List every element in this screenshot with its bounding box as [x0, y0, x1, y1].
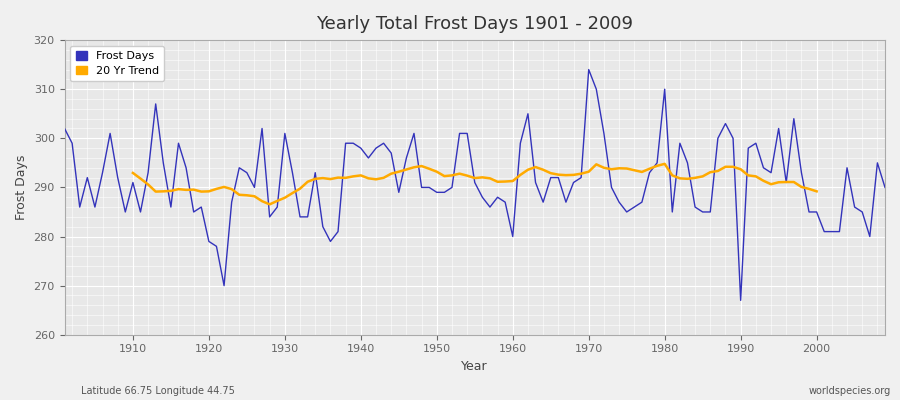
Text: worldspecies.org: worldspecies.org	[809, 386, 891, 396]
Text: Latitude 66.75 Longitude 44.75: Latitude 66.75 Longitude 44.75	[81, 386, 235, 396]
Y-axis label: Frost Days: Frost Days	[15, 155, 28, 220]
X-axis label: Year: Year	[462, 360, 488, 373]
Legend: Frost Days, 20 Yr Trend: Frost Days, 20 Yr Trend	[70, 46, 165, 82]
Title: Yearly Total Frost Days 1901 - 2009: Yearly Total Frost Days 1901 - 2009	[316, 15, 634, 33]
